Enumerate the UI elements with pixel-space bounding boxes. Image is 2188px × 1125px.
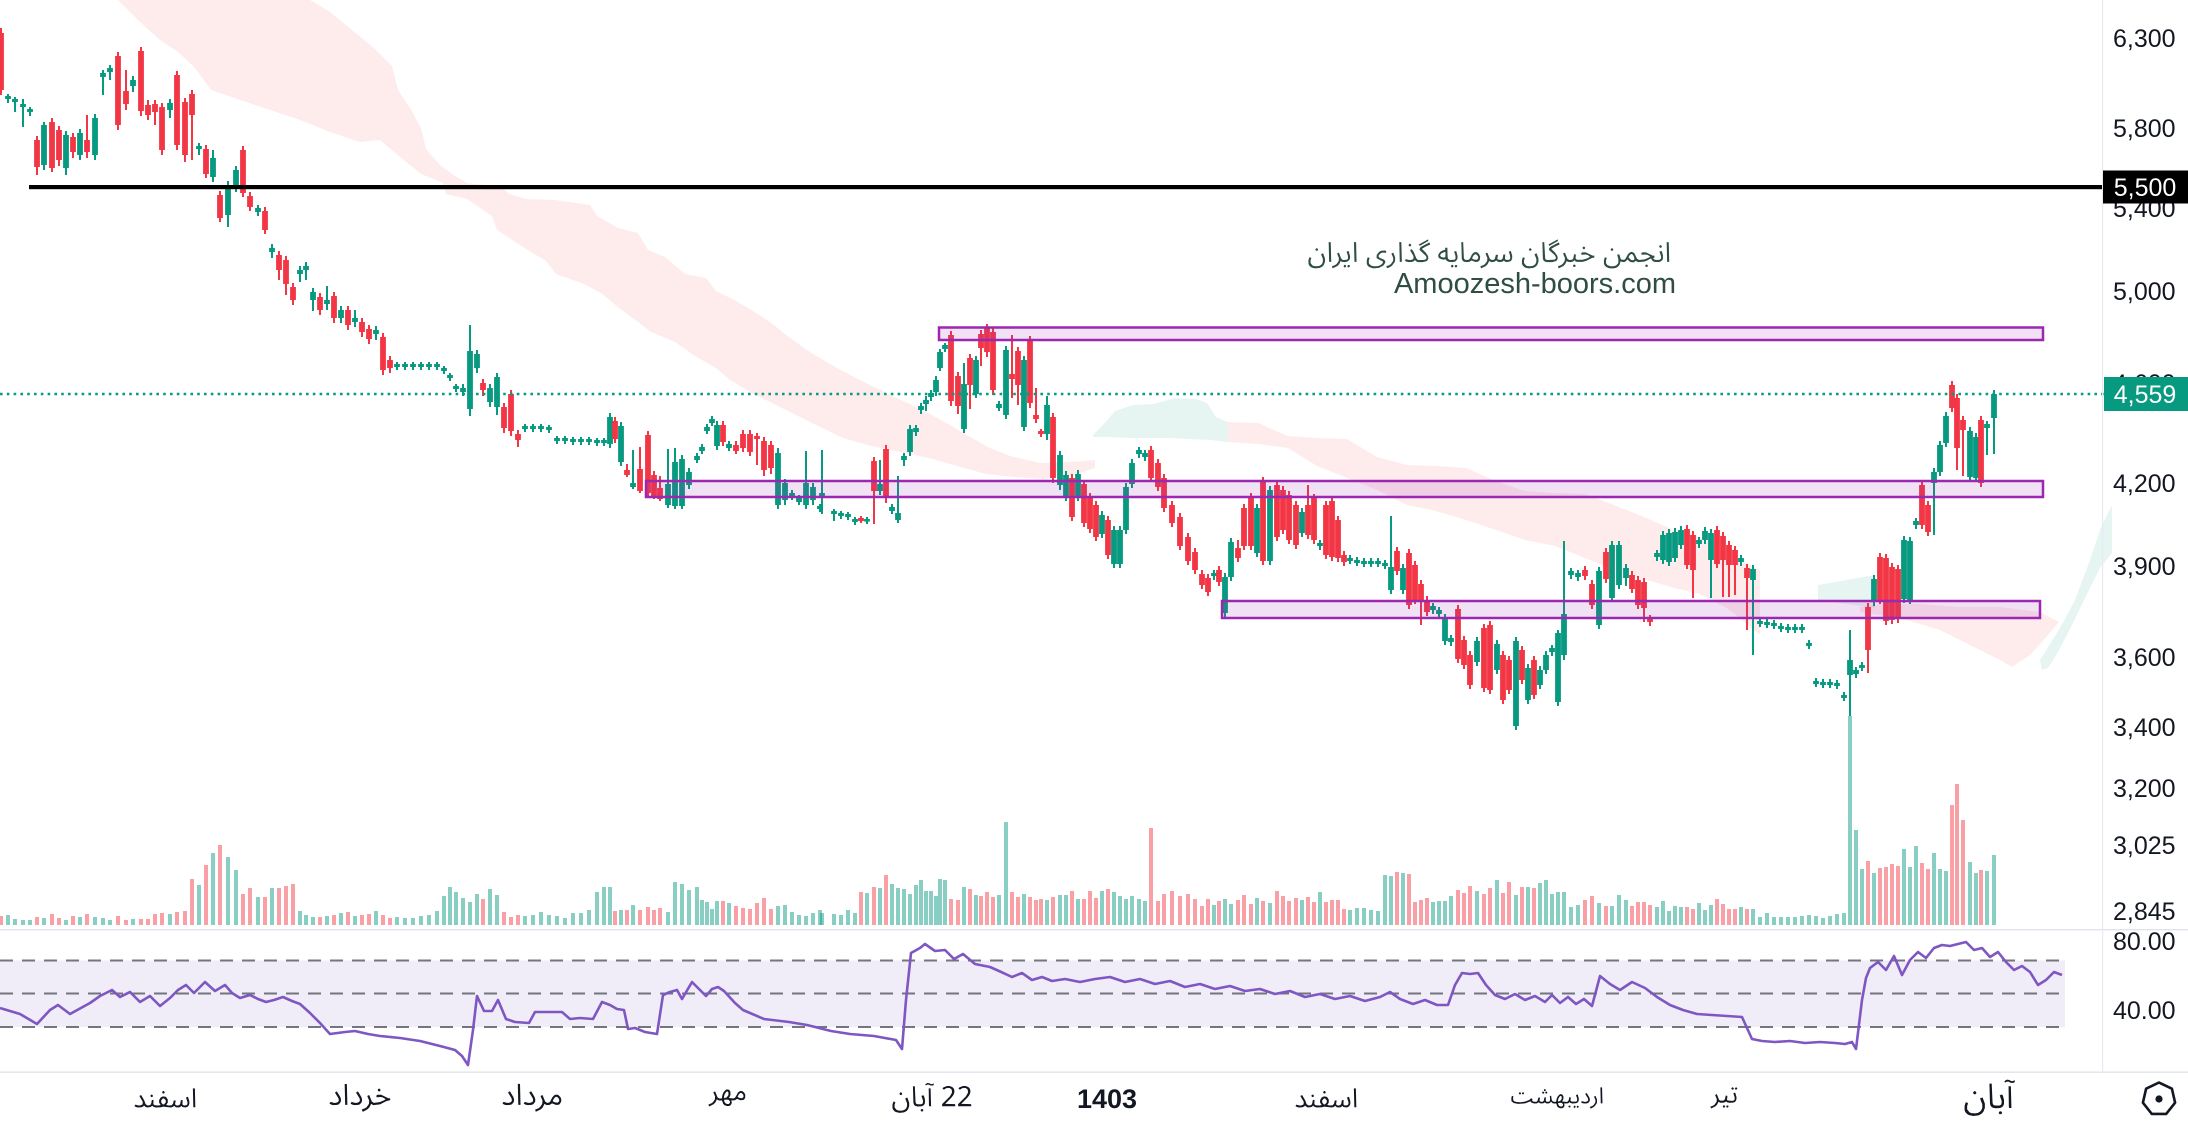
svg-text:Amoozesh-boors.com: Amoozesh-boors.com [1394,268,1676,300]
svg-text:4,559: 4,559 [2114,381,2177,409]
svg-text:5,000: 5,000 [2113,278,2176,306]
svg-text:5,500: 5,500 [2114,174,2177,202]
svg-text:3,600: 3,600 [2113,644,2176,672]
svg-text:3,025: 3,025 [2113,832,2176,860]
svg-text:3,200: 3,200 [2113,775,2176,803]
svg-text:1403: 1403 [1077,1084,1137,1114]
svg-text:6,300: 6,300 [2113,25,2176,53]
svg-text:80.00: 80.00 [2113,928,2176,956]
svg-text:3,400: 3,400 [2113,714,2176,742]
svg-text:5,800: 5,800 [2113,115,2176,143]
svg-text:4,200: 4,200 [2113,470,2176,498]
svg-text:3,900: 3,900 [2113,553,2176,581]
svg-text:40.00: 40.00 [2113,997,2176,1025]
svg-text:2,845: 2,845 [2113,898,2176,926]
